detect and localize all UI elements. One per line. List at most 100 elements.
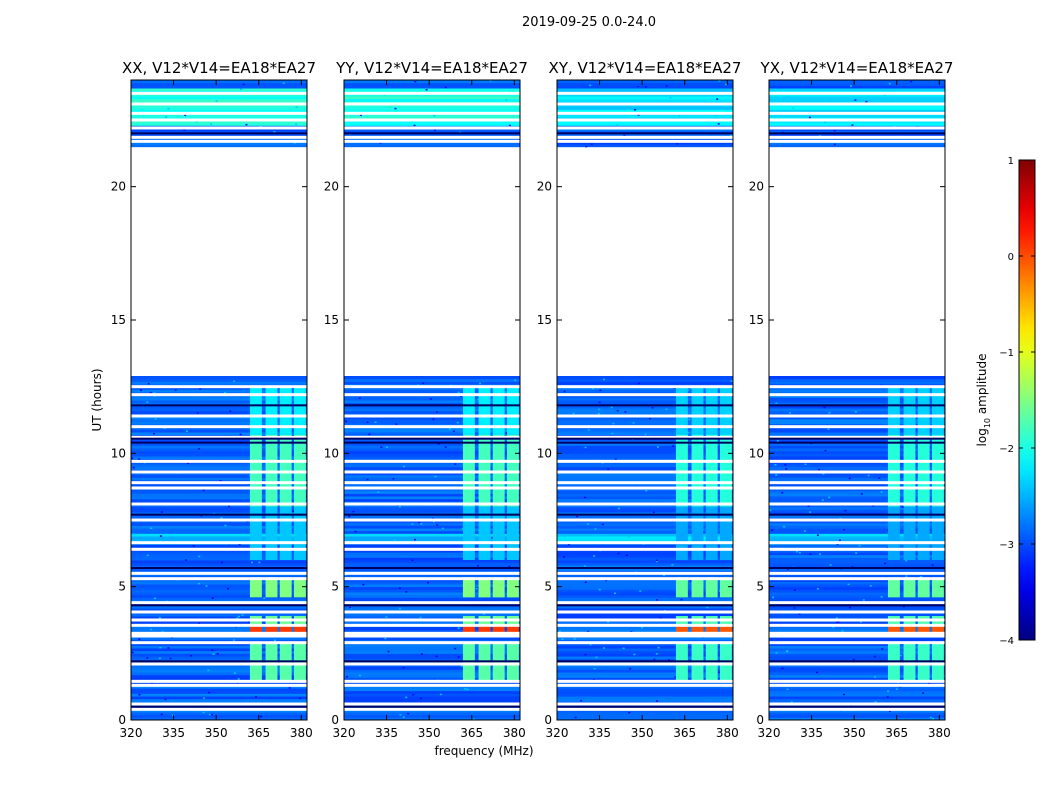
time-strip xyxy=(769,568,945,572)
noise-speck xyxy=(717,671,720,674)
rfi-band xyxy=(917,577,930,598)
noise-speck xyxy=(678,115,681,117)
time-strip xyxy=(131,128,307,132)
noise-speck xyxy=(688,543,691,545)
flagged-row xyxy=(769,662,945,666)
y-tick-label: 10 xyxy=(749,446,764,460)
noise-speck xyxy=(392,477,395,480)
noise-speck xyxy=(475,588,478,590)
flagged-row xyxy=(557,118,733,122)
time-strip xyxy=(131,568,307,572)
noise-speck xyxy=(655,559,658,562)
flagged-row xyxy=(131,601,307,605)
time-strip xyxy=(769,394,945,398)
noise-speck xyxy=(395,423,398,425)
time-strip xyxy=(769,410,945,414)
noise-speck xyxy=(405,591,408,593)
noise-speck xyxy=(605,579,608,582)
noise-speck xyxy=(146,554,149,557)
time-strip xyxy=(131,394,307,398)
time-strip xyxy=(344,432,520,436)
noise-speck xyxy=(345,420,348,423)
time-strip xyxy=(557,690,733,694)
noise-speck xyxy=(878,477,881,479)
rfi-band xyxy=(279,577,292,598)
noise-speck xyxy=(346,675,349,678)
time-strip xyxy=(769,685,945,689)
time-strip xyxy=(344,378,520,382)
time-strip xyxy=(131,709,307,713)
time-strip xyxy=(557,464,733,468)
rfi-band xyxy=(675,506,688,560)
time-strip xyxy=(769,498,945,502)
dark-row xyxy=(769,660,945,663)
noise-speck xyxy=(901,506,904,508)
flagged-row xyxy=(557,425,733,429)
heatmap-image xyxy=(557,80,733,720)
time-strip xyxy=(131,466,307,470)
noise-speck xyxy=(688,418,691,421)
time-strip xyxy=(557,506,733,510)
time-strip xyxy=(769,533,945,537)
rfi-band xyxy=(492,577,505,598)
flagged-row xyxy=(344,425,520,429)
time-strip xyxy=(131,82,307,86)
time-strip xyxy=(769,98,945,102)
time-strip xyxy=(557,669,733,673)
noise-speck xyxy=(786,568,789,571)
panel-title: XX, V12*V14=EA18*EA27 xyxy=(122,59,316,77)
flagged-row xyxy=(131,102,307,106)
time-strip xyxy=(557,389,733,393)
noise-speck xyxy=(282,82,285,84)
noise-speck xyxy=(398,587,401,589)
noise-speck xyxy=(601,523,604,526)
time-strip xyxy=(131,621,307,625)
time-strip xyxy=(769,562,945,566)
time-strip xyxy=(131,544,307,548)
flagged-row xyxy=(131,502,307,506)
time-strip xyxy=(557,605,733,609)
flagged-row xyxy=(131,111,307,115)
time-strip xyxy=(557,674,733,678)
time-strip xyxy=(557,552,733,556)
noise-speck xyxy=(452,430,455,433)
panel-frame xyxy=(556,79,734,721)
x-tick-label: 380 xyxy=(928,726,951,740)
noise-speck xyxy=(816,588,819,590)
noise-speck xyxy=(393,539,396,541)
noise-speck xyxy=(833,143,836,146)
noise-speck xyxy=(461,527,464,530)
noise-speck xyxy=(884,562,887,565)
flagged-row xyxy=(344,577,520,581)
panels-group: XX, V12*V14=EA18*EA27 320 335 350 365 380 0 5 10… xyxy=(111,59,954,740)
time-strip xyxy=(344,98,520,102)
time-strip xyxy=(131,122,307,126)
noise-speck xyxy=(207,669,210,672)
time-strip xyxy=(557,626,733,630)
noise-speck xyxy=(623,134,626,137)
noise-speck xyxy=(828,496,831,499)
flagged-row xyxy=(131,135,307,139)
y-tick-label: 10 xyxy=(111,446,126,460)
rfi-band xyxy=(293,386,306,435)
noise-speck xyxy=(772,596,775,599)
noise-speck xyxy=(435,655,438,658)
time-strip xyxy=(344,568,520,572)
flagged-row xyxy=(131,683,307,687)
dark-row xyxy=(557,132,733,135)
time-strip xyxy=(557,133,733,137)
dark-row xyxy=(769,567,945,569)
time-strip xyxy=(769,474,945,478)
time-strip xyxy=(557,402,733,406)
time-strip xyxy=(131,461,307,465)
flagged-row xyxy=(769,707,945,711)
y-tick-label: 20 xyxy=(749,180,764,194)
rfi-band xyxy=(705,506,718,560)
rfi-band xyxy=(249,625,262,632)
time-strip xyxy=(344,648,520,652)
time-strip xyxy=(344,666,520,670)
dark-row xyxy=(131,567,307,569)
flagged-row xyxy=(344,518,520,522)
noise-speck xyxy=(584,446,587,449)
noise-speck xyxy=(717,123,720,125)
